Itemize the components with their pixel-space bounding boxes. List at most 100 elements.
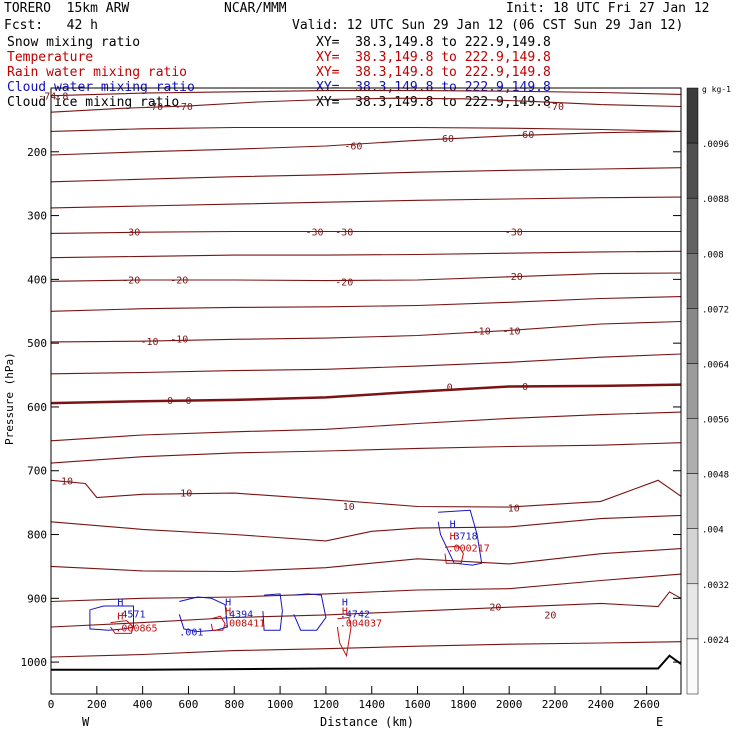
isotherm-20-c-isotherm [50,591,682,628]
rain-water-max-value: .008411 [223,618,265,629]
isotherm-label: -20 [170,275,188,286]
y-tick-label: 200 [27,146,47,159]
isotherm-10-c-isotherm [50,479,682,508]
isotherm-label: -30 [122,228,140,239]
colorbar-swatch [686,363,699,419]
xy-top-label: XY= 38.3,149.8 to 222.9,149.8 [316,35,551,50]
isotherm-15-c-isotherm [50,548,682,573]
isotherm-40-c-isotherm [50,196,682,209]
colorbar-tick-label: .0048 [702,471,729,481]
cloud-water-max-marker: H [342,598,348,609]
y-tick-label: 300 [27,210,47,223]
cloud-water-max-value: .4742 [340,610,370,621]
cloud-water-contour-label: .001 [179,627,203,638]
colorbar-tick-label: .004 [702,526,724,536]
x-tick-label: 400 [133,698,153,711]
model-label: TORERO 15km ARW [4,1,130,16]
colorbar-swatch [686,197,699,254]
isotherm-label: 0 [167,396,173,407]
forecast-hour: Fcst: 42 h [4,18,98,33]
x-tick-label: 200 [87,698,107,711]
isotherm-label: -10 [140,337,158,348]
field-snow-label: Snow mixing ratio [7,35,141,50]
cloud-water-max-marker: H [225,598,231,609]
field-temperature-xy: XY= 38.3,149.8 to 222.9,149.8 [316,50,551,65]
rain-water-contour [110,620,135,634]
isotherm-label: 0 [185,396,191,407]
isotherm-label: -60 [436,134,454,145]
colorbar: .0096 .0088 .008 .0072 .0064 .0056 .0048 .004 .0… [686,87,729,695]
x-tick-label: 1400 [358,698,385,711]
colorbar-swatch [686,87,699,144]
isotherm-label: 10 [343,502,355,513]
rain-water-max-value: .004037 [340,618,382,629]
isotherm-label: -74.8 [38,92,68,103]
isotherm-74-8-c-isotherm [50,90,682,97]
isotherm-label: 20 [489,603,501,614]
isotherm-label: 10 [508,504,520,515]
cloud-water-max-value: .4571 [115,610,145,621]
field-cloud-ice-label: Cloud ice mixing ratio [7,95,180,110]
isotherm-18-c-isotherm [50,573,682,603]
x-tick-label: 2200 [542,698,569,711]
colorbar-swatch [686,142,699,199]
field-rain-label: Rain water mixing ratio [7,65,188,80]
isotherm-60-c-isotherm [50,130,682,156]
isotherm-label: -70 [145,102,163,113]
isotherm-65-c-isotherm [50,126,682,132]
rain-water-contour [444,545,464,564]
cloud-water-max-value: .4394 [223,610,253,621]
rain-water-max-value: .000865 [115,624,157,635]
cloud-water-contour [293,593,327,631]
rain-water-max-value: .000217 [448,544,490,555]
y-axis-label: Pressure (hPa) [3,352,16,445]
x-tick-label: 2000 [496,698,523,711]
isotherm-0-c-isotherm [50,383,682,405]
isotherm-label: -10 [473,326,491,337]
isotherm-label: -70 [546,102,564,113]
x-tick-label: 2400 [588,698,615,711]
cloud-water-max-value: .3718 [448,532,478,543]
y-tick-label: 1000 [21,656,48,669]
isotherm-22-c-isotherm [50,641,682,658]
colorbar-swatch [686,583,699,640]
colorbar-swatch [686,418,699,474]
colorbar-tick-label: .0064 [702,361,729,371]
cloud-water-contour [437,509,483,566]
isotherm-label: 0 [522,382,528,393]
y-tick-label: 700 [27,465,47,478]
isotherm-label: -60 [344,141,362,152]
isotherm-5-c-isotherm [50,411,682,442]
y-tick-label: 400 [27,273,47,286]
cloud-water-max-marker: H [450,520,456,531]
x-tick-label: 1200 [313,698,340,711]
isotherm-8-c-isotherm [50,442,682,464]
colorbar-tick-label: .0088 [702,195,729,205]
colorbar-swatch [686,308,699,364]
isotherm-5-c-isotherm [50,353,682,375]
x-end-right-label: E [656,715,663,729]
x-tick-label: 800 [224,698,244,711]
rain-water-max-marker: H [450,532,456,543]
isotherm-label: -30 [335,228,353,239]
rain-water-max-marker: H [342,606,348,617]
isotherm-50-c-isotherm [50,167,682,183]
field-temperature-label: Temperature [7,50,94,65]
colorbar-swatch [686,253,699,309]
x-tick-label: 2600 [633,698,660,711]
cloud-water-contour [89,605,134,631]
isotherm-label: 0 [447,383,453,394]
y-tick-label: 900 [27,592,47,605]
isotherm-label: -20 [335,277,353,288]
isotherm-30-c-isotherm [50,230,681,234]
isotherm-label: -30 [505,228,523,239]
colorbar-tick-label: .008 [702,250,724,260]
isotherm-label: -70 [175,102,193,113]
y-tick-label: 500 [27,337,47,350]
colorbar-swatch [686,528,699,585]
y-tick-label: 600 [27,401,47,414]
x-tick-label: 1800 [450,698,477,711]
isotherm-70-c-isotherm [50,97,682,113]
rain-water-max-marker: H [225,606,231,617]
